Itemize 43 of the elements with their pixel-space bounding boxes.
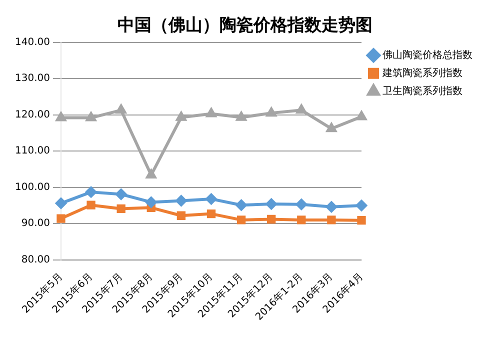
point [236,200,247,211]
point [236,112,246,121]
point [236,216,246,224]
point [326,123,336,132]
y-tick-label: 120.00 [14,109,50,120]
point [146,170,156,179]
y-tick-label: 140.00 [14,36,50,48]
point [116,204,126,214]
point [56,214,66,223]
point [267,214,276,224]
point [55,198,66,209]
point [327,216,336,224]
point [326,201,337,212]
y-tick-label: 100.00 [14,182,50,193]
point [146,196,157,208]
legend-label: 建筑陶瓷系列指数 [382,66,462,79]
y-tick-label: 80.00 [21,254,50,266]
point [206,209,216,218]
point [116,188,127,200]
point [266,198,277,210]
y-tick-label: 130.00 [14,73,50,84]
legend-label: 卫生陶瓷系列指数 [382,84,462,97]
point [56,112,66,122]
point [176,195,187,206]
point [296,104,306,114]
chart-title: 中国（佛山）陶瓷价格指数走势图 [118,16,372,36]
point [297,216,306,224]
point [266,108,276,117]
legend-label: 佛山陶瓷价格总指数 [382,48,472,61]
point [176,112,186,121]
point [86,112,96,122]
point [86,186,97,198]
point [357,216,366,225]
point [176,211,186,220]
y-tick-label: 110.00 [14,146,50,157]
point [356,200,367,211]
point [116,104,126,114]
y-tick-label: 90.00 [21,218,50,230]
point [86,200,96,210]
point [296,198,307,210]
point [206,108,216,118]
point [206,193,217,204]
point [356,111,366,120]
